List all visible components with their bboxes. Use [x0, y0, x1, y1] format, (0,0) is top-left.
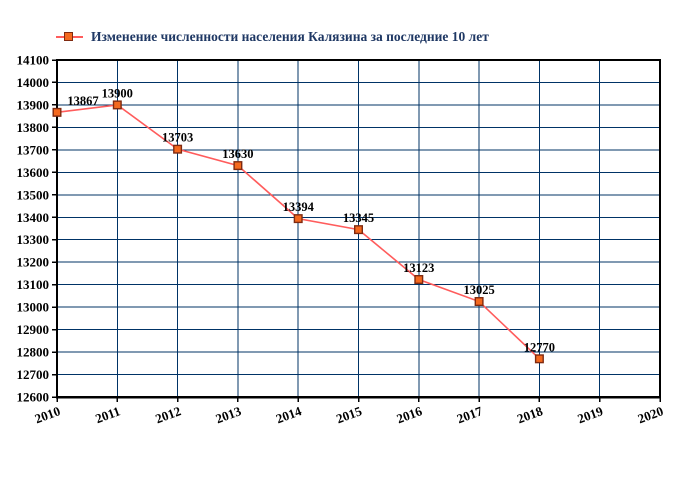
- legend-series-marker-icon: [56, 31, 83, 42]
- y-axis-tick-label: 12800: [17, 345, 50, 360]
- data-point-label: 13123: [403, 261, 434, 275]
- x-axis-tick-label: 2013: [214, 403, 244, 426]
- data-point-label: 13703: [162, 131, 193, 145]
- data-point-label: 13394: [283, 200, 315, 214]
- x-axis-tick-label: 2018: [515, 403, 545, 426]
- y-axis-tick-label: 13200: [17, 255, 50, 270]
- data-point-marker: [354, 225, 364, 235]
- y-axis-tick-label: 12900: [17, 322, 50, 337]
- data-point-label: 13630: [222, 147, 253, 161]
- x-axis-tick-label: 2017: [455, 403, 485, 426]
- data-point-marker: [474, 297, 484, 307]
- y-axis-tick-label: 12600: [17, 390, 50, 405]
- data-point-label: 12770: [524, 340, 555, 354]
- data-point-marker: [233, 161, 243, 171]
- y-axis-tick-label: 13900: [17, 97, 50, 112]
- y-axis-tick-label: 13400: [17, 210, 50, 225]
- y-axis-tick-label: 13500: [17, 187, 50, 202]
- x-axis-tick-label: 2014: [274, 403, 304, 426]
- y-axis-tick-label: 13800: [17, 120, 50, 135]
- y-axis-tick-label: 13600: [17, 165, 50, 180]
- x-axis-tick-label: 2019: [575, 403, 605, 426]
- legend-label: Изменение численности населения Калязина…: [91, 29, 489, 44]
- data-point-marker: [293, 214, 303, 224]
- data-point-marker: [534, 354, 544, 364]
- data-point-marker: [112, 100, 122, 110]
- x-axis-tick-label: 2012: [153, 403, 183, 426]
- chart-legend: Изменение численности населения Калязина…: [56, 29, 489, 44]
- data-point-label: 13025: [463, 283, 494, 297]
- y-axis-tick-label: 13000: [17, 300, 50, 315]
- y-axis-tick-label: 12700: [17, 367, 50, 382]
- x-axis-tick-label: 2020: [636, 403, 666, 426]
- data-point-label: 13900: [102, 86, 133, 100]
- data-point-marker: [173, 144, 183, 154]
- x-axis-tick-label: 2016: [394, 403, 424, 426]
- data-point-label: 13345: [343, 211, 374, 225]
- y-axis-tick-label: 13700: [17, 142, 50, 157]
- legend-square-icon: [64, 31, 73, 41]
- x-axis-tick-label: 2015: [334, 403, 364, 426]
- y-axis-tick-label: 14000: [17, 75, 50, 90]
- y-axis-tick-label: 14100: [17, 53, 50, 68]
- data-point-marker: [414, 274, 424, 284]
- data-point-marker: [52, 107, 62, 117]
- y-axis-tick-label: 13300: [17, 232, 50, 247]
- data-point-label: 13867: [67, 94, 98, 108]
- x-axis-tick-label: 2011: [93, 403, 122, 426]
- y-axis-tick-label: 13100: [17, 277, 50, 292]
- x-axis-tick-label: 2010: [33, 403, 63, 426]
